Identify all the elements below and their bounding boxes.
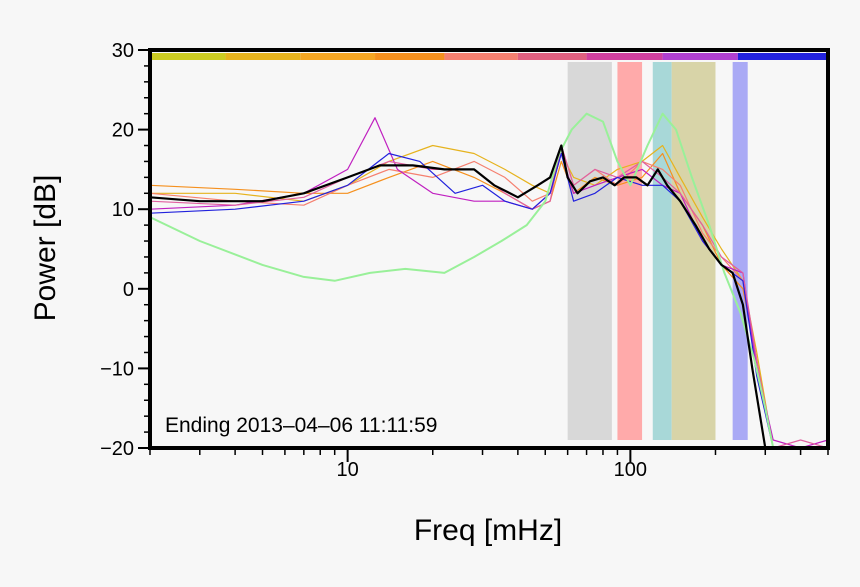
y-tick-label-5: 30 <box>112 40 134 62</box>
y-tick-label-0: −20 <box>100 438 134 460</box>
timestamp-annotation: Ending 2013–04–06 11:11:59 <box>165 414 437 437</box>
x-tick-label-0: 10 <box>337 459 359 481</box>
x-axis-title: Freq [mHz] <box>414 514 562 547</box>
axes: −20 −10 0 10 20 30 10 100 <box>100 40 829 481</box>
band-1 <box>617 62 643 440</box>
x-tick-label-1: 100 <box>614 459 647 481</box>
plot-frame <box>148 48 830 450</box>
series-line-7 <box>150 112 775 448</box>
spectrum-series <box>150 112 828 448</box>
y-tick-label-4: 20 <box>112 120 134 142</box>
band-2 <box>652 62 672 440</box>
color-bar-segment-1 <box>225 53 301 60</box>
color-bar-segment-8 <box>737 53 828 60</box>
y-tick-label-3: 10 <box>112 199 134 221</box>
color-bar-segment-5 <box>517 53 587 60</box>
band-4 <box>732 62 748 440</box>
color-bar-segment-4 <box>444 53 518 60</box>
y-axis-title: Power [dB] <box>29 175 62 322</box>
y-tick-label-1: −10 <box>100 358 134 380</box>
y-tick-label-2: 0 <box>123 279 134 301</box>
frequency-bands <box>567 62 748 440</box>
color-bar-segment-0 <box>150 53 226 60</box>
top-color-bar <box>150 53 828 60</box>
series-line-5 <box>150 144 828 448</box>
series-line-4 <box>150 117 828 448</box>
series-line-0 <box>150 144 767 448</box>
band-0 <box>567 62 612 440</box>
color-bar-segment-7 <box>662 53 738 60</box>
color-bar-segment-2 <box>300 53 376 60</box>
color-bar-segment-3 <box>375 53 445 60</box>
band-3 <box>671 62 716 440</box>
color-bar-segment-6 <box>586 53 663 60</box>
